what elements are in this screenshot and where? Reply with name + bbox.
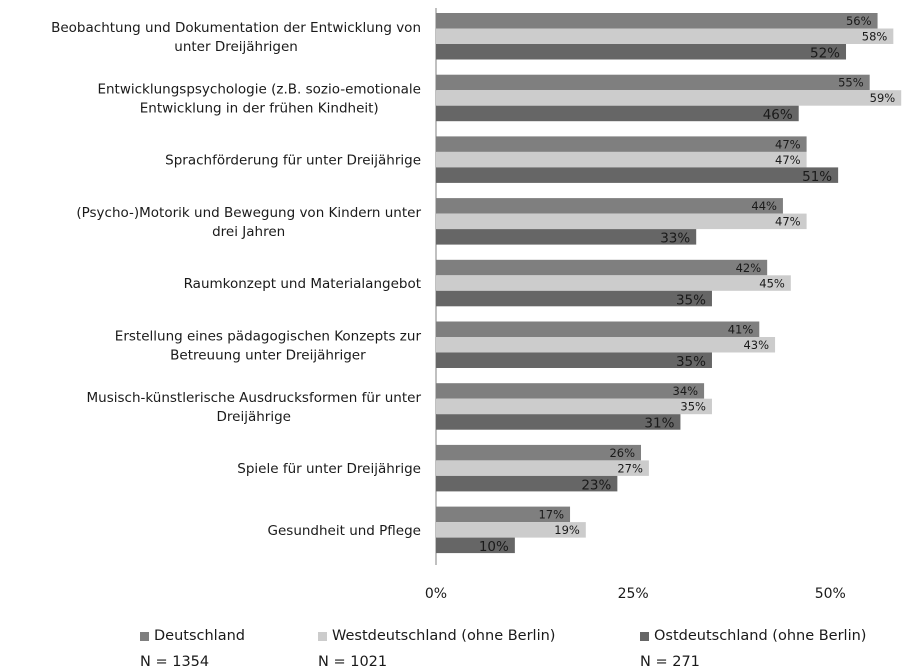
data-label: 47%: [775, 153, 801, 167]
category-label-line: Gesundheit und Pflege: [268, 523, 421, 539]
category-label: Gesundheit und Pflege: [268, 523, 421, 539]
data-label: 35%: [676, 354, 706, 370]
bar: [436, 460, 649, 476]
sample-size-ostdeutschland: N = 271: [640, 654, 700, 670]
category-label: Beobachtung und Dokumentation der Entwic…: [51, 20, 421, 55]
category-label: Entwicklungspsychologie (z.B. sozio-emot…: [97, 81, 421, 116]
data-label: 52%: [810, 46, 840, 62]
sample-size-deutschland: N = 1354: [140, 654, 210, 670]
bar: [436, 321, 760, 337]
bar: [436, 352, 712, 368]
data-label: 47%: [775, 215, 801, 229]
legend-label-ostdeutschland: Ostdeutschland (ohne Berlin): [654, 628, 867, 644]
data-label: 35%: [680, 400, 706, 414]
category-label: Musisch-künstlerische Ausdrucksformen fü…: [87, 390, 422, 425]
bar: [436, 229, 697, 245]
bar: [436, 290, 712, 307]
bar-chart: 0% 25% 50% 56% 58% 52% Beobachtung und Dokume…: [51, 8, 902, 602]
category-label-line: Erstellung eines pädagogischen Konzepts …: [115, 328, 422, 344]
x-tick-label: 0%: [425, 586, 447, 602]
legend-item-westdeutschland: Westdeutschland (ohne Berlin): [318, 628, 555, 644]
category-label-line: (Psycho-)Motorik und Bewegung von Kinder…: [76, 205, 421, 221]
bar: [436, 337, 776, 353]
category-label-line: Beobachtung und Dokumentation der Entwic…: [51, 20, 421, 36]
bar: [436, 105, 799, 122]
data-label: 26%: [609, 446, 635, 460]
category-label: Raumkonzept und Materialangebot: [184, 276, 421, 292]
category-label-line: Sprachförderung für unter Dreijährige: [165, 153, 421, 169]
data-label: 46%: [763, 107, 793, 123]
data-label: 23%: [581, 477, 611, 493]
category-label-line: Dreijährige: [217, 409, 291, 425]
data-label: 59%: [870, 91, 896, 105]
category-label: (Psycho-)Motorik und Bewegung von Kinder…: [76, 205, 421, 240]
data-label: 44%: [751, 199, 777, 213]
bar: [436, 259, 768, 276]
category-label-line: Entwicklungspsychologie (z.B. sozio-emot…: [97, 81, 421, 97]
data-label: 55%: [838, 76, 864, 90]
data-label: 41%: [728, 323, 754, 337]
legend-swatch-ostdeutschland: [640, 631, 649, 641]
category-label-line: unter Dreijährigen: [174, 39, 298, 55]
bar: [436, 444, 642, 461]
category-label-line: Spiele für unter Dreijährige: [237, 461, 421, 477]
sample-size-westdeutschland: N = 1021: [318, 654, 388, 670]
data-label: 17%: [538, 508, 564, 522]
bar: [436, 44, 847, 60]
bar: [436, 537, 515, 554]
legend: Deutschland Westdeutschland (ohne Berlin…: [0, 622, 905, 671]
bar: [436, 213, 807, 230]
category-label-line: Entwicklung in der frühen Kindheit): [140, 100, 379, 116]
category-label: Erstellung eines pädagogischen Konzepts …: [115, 328, 422, 363]
data-label: 45%: [759, 276, 785, 290]
data-label: 35%: [676, 292, 706, 308]
data-label: 10%: [479, 539, 509, 555]
bar: [436, 475, 618, 492]
data-label: 19%: [554, 523, 580, 537]
bar: [436, 414, 681, 430]
bar: [436, 136, 807, 152]
category-label: Sprachförderung für unter Dreijährige: [165, 153, 421, 169]
data-label: 34%: [673, 384, 699, 398]
legend-swatch-westdeutschland: [318, 631, 327, 641]
bar: [436, 275, 791, 291]
data-label: 43%: [743, 338, 769, 352]
bar: [436, 198, 783, 214]
bar: [436, 167, 839, 183]
data-label: 51%: [802, 169, 832, 185]
x-tick-label: 50%: [815, 586, 846, 602]
data-label: 47%: [775, 137, 801, 151]
category-label-line: Betreuung unter Dreijähriger: [170, 347, 366, 363]
data-label: 42%: [736, 261, 762, 275]
legend-label-westdeutschland: Westdeutschland (ohne Berlin): [332, 628, 556, 644]
bar: [436, 74, 870, 91]
legend-item-deutschland: Deutschland: [140, 628, 245, 644]
category-label: Spiele für unter Dreijährige: [237, 461, 421, 477]
data-label: 56%: [846, 14, 872, 28]
bar: [436, 90, 902, 106]
category-label-line: Musisch-künstlerische Ausdrucksformen fü…: [87, 390, 422, 406]
legend-swatch-deutschland: [140, 631, 149, 641]
bar: [436, 522, 586, 538]
data-label: 33%: [660, 231, 690, 247]
legend-label-deutschland: Deutschland: [154, 628, 245, 644]
data-label: 27%: [617, 461, 643, 475]
bar: [436, 383, 705, 399]
category-label-line: drei Jahren: [212, 224, 285, 240]
legend-item-ostdeutschland: Ostdeutschland (ohne Berlin): [640, 628, 866, 644]
x-tick-label: 25%: [618, 586, 649, 602]
bar: [436, 151, 807, 168]
data-label: 31%: [644, 416, 674, 432]
data-label: 58%: [862, 30, 888, 44]
bar: [436, 28, 894, 44]
category-label-line: Raumkonzept und Materialangebot: [184, 276, 421, 292]
bar: [436, 506, 571, 523]
bar: [436, 398, 712, 415]
bar: [436, 13, 878, 29]
